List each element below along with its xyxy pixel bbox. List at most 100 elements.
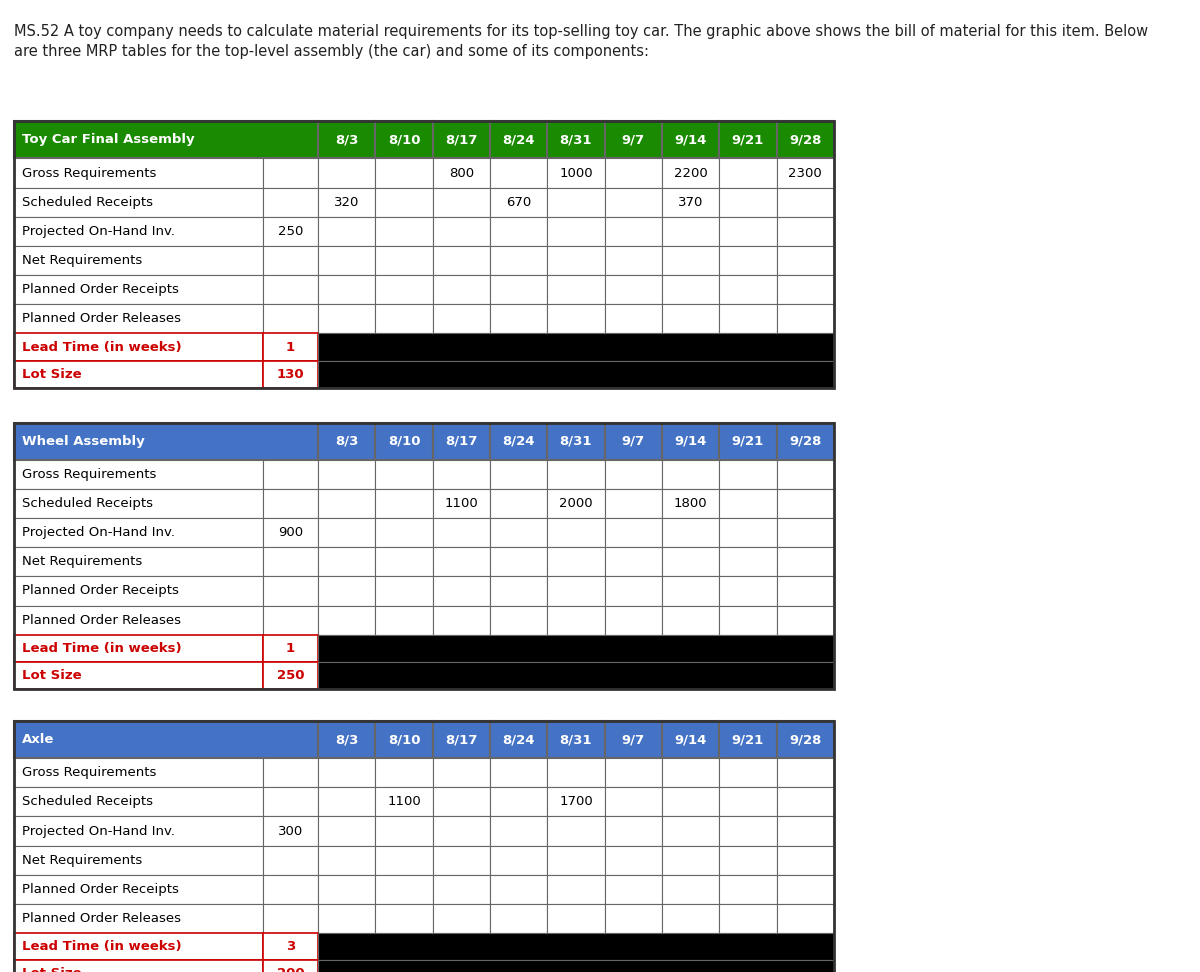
Text: 1: 1 (286, 340, 295, 354)
Bar (605, 122, 662, 158)
Bar (433, 547, 490, 576)
Bar (490, 904, 547, 933)
Bar (433, 846, 490, 875)
Bar (719, 846, 776, 875)
Bar (547, 246, 605, 275)
Text: Projected On-Hand Inv.: Projected On-Hand Inv. (22, 824, 175, 838)
Bar (376, 122, 433, 158)
Bar (490, 304, 547, 333)
Bar (547, 787, 605, 816)
Text: 8/17: 8/17 (445, 733, 478, 746)
Text: Projected On-Hand Inv.: Projected On-Hand Inv. (22, 225, 175, 238)
Bar (376, 758, 433, 787)
Bar (605, 904, 662, 933)
Bar (490, 576, 547, 606)
Bar (605, 758, 662, 787)
Bar (662, 721, 719, 758)
Text: Planned Order Releases: Planned Order Releases (22, 912, 180, 925)
Bar (662, 547, 719, 576)
Bar (318, 875, 376, 904)
Bar (662, 875, 719, 904)
Bar (776, 846, 834, 875)
Bar (662, 275, 719, 304)
Bar (14, 333, 263, 361)
Bar (433, 188, 490, 217)
Bar (719, 460, 776, 489)
Bar (14, 576, 263, 606)
Bar (662, 606, 719, 635)
Bar (490, 460, 547, 489)
Text: are three MRP tables for the top-level assembly (the car) and some of its compon: are three MRP tables for the top-level a… (14, 44, 649, 58)
Bar (719, 188, 776, 217)
Text: Lead Time (in weeks): Lead Time (in weeks) (22, 642, 181, 655)
Bar (376, 217, 433, 246)
Bar (605, 188, 662, 217)
Bar (14, 721, 834, 972)
Text: 200: 200 (276, 967, 305, 972)
Text: 1100: 1100 (388, 795, 421, 809)
Text: 8/31: 8/31 (559, 733, 593, 746)
Bar (719, 489, 776, 518)
Bar (719, 304, 776, 333)
Bar (14, 904, 263, 933)
Bar (662, 489, 719, 518)
Bar (14, 122, 834, 388)
Bar (719, 158, 776, 188)
Bar (719, 518, 776, 547)
Text: 250: 250 (277, 669, 304, 682)
Bar (776, 423, 834, 460)
Text: 8/24: 8/24 (503, 733, 535, 746)
Bar (490, 606, 547, 635)
Bar (14, 423, 318, 460)
Bar (14, 606, 263, 635)
Bar (605, 304, 662, 333)
Bar (776, 904, 834, 933)
Bar (433, 246, 490, 275)
Text: 8/24: 8/24 (503, 434, 535, 448)
Bar (719, 816, 776, 846)
Bar (605, 518, 662, 547)
Bar (605, 721, 662, 758)
Bar (433, 489, 490, 518)
Bar (376, 846, 433, 875)
Bar (547, 158, 605, 188)
Bar (263, 662, 318, 689)
Bar (376, 423, 433, 460)
Bar (14, 460, 263, 489)
Bar (719, 423, 776, 460)
Bar (605, 275, 662, 304)
Bar (14, 635, 263, 662)
Bar (318, 846, 376, 875)
Bar (263, 787, 318, 816)
Bar (776, 275, 834, 304)
Bar (263, 875, 318, 904)
Bar (605, 246, 662, 275)
Bar (662, 304, 719, 333)
Bar (433, 460, 490, 489)
Bar (605, 423, 662, 460)
Text: Net Requirements: Net Requirements (22, 853, 142, 867)
Bar (14, 787, 263, 816)
Bar (318, 122, 376, 158)
Bar (433, 787, 490, 816)
Bar (433, 158, 490, 188)
Bar (547, 304, 605, 333)
Bar (433, 122, 490, 158)
Bar (263, 333, 318, 361)
Bar (547, 758, 605, 787)
Text: 8/3: 8/3 (335, 133, 359, 147)
Bar (605, 547, 662, 576)
Bar (14, 246, 263, 275)
Bar (776, 606, 834, 635)
Bar (776, 122, 834, 158)
Text: Wheel Assembly: Wheel Assembly (22, 434, 144, 448)
Text: Net Requirements: Net Requirements (22, 254, 142, 267)
Bar (433, 721, 490, 758)
Bar (263, 188, 318, 217)
Text: 9/7: 9/7 (622, 434, 644, 448)
Bar (662, 816, 719, 846)
Bar (376, 158, 433, 188)
Bar (14, 875, 263, 904)
Bar (719, 904, 776, 933)
Text: 370: 370 (678, 195, 703, 209)
